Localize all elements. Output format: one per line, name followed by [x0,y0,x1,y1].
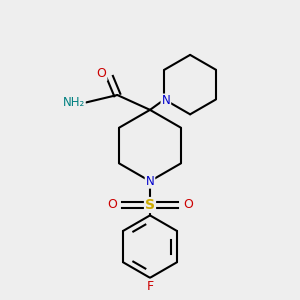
Text: N: N [161,94,170,107]
Text: O: O [107,198,117,211]
Text: F: F [146,280,154,292]
Text: NH₂: NH₂ [62,96,85,109]
Text: N: N [146,175,154,188]
Text: S: S [145,198,155,212]
Text: O: O [97,67,106,80]
Text: O: O [183,198,193,211]
